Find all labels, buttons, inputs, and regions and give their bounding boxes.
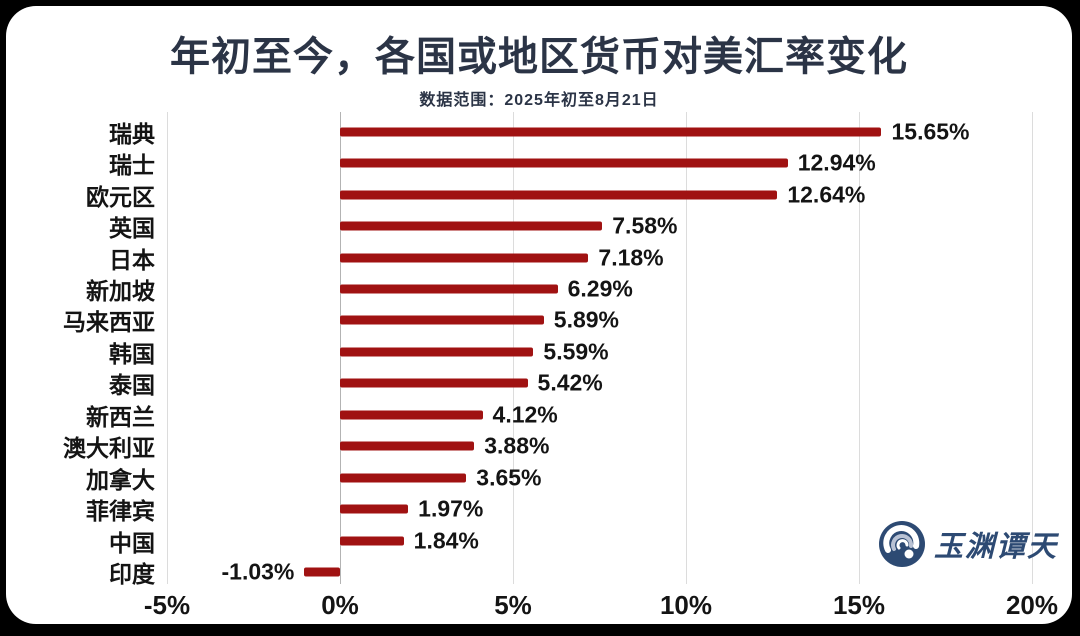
category-label: 印度: [109, 561, 155, 588]
bar: [340, 473, 467, 483]
value-label: 5.89%: [553, 306, 619, 333]
category-label: 英国: [109, 215, 155, 242]
bar-row: 印度 -1.03%: [109, 556, 1032, 587]
x-tick-label: 0%: [321, 590, 359, 620]
gridline: [686, 112, 687, 584]
watermark: 玉渊谭天: [878, 520, 1058, 568]
bar: [304, 567, 340, 577]
bar-row: 泰国 5.42%: [109, 368, 1032, 399]
yuyuantantian-logo-icon: [879, 521, 925, 567]
bar-row: 马来西亚 5.89%: [63, 305, 1032, 336]
category-label: 新西兰: [86, 403, 155, 430]
bar-row: 中国 1.84%: [109, 525, 1032, 556]
chart-subtitle: 数据范围：2025年初至8月21日: [419, 92, 659, 109]
bar: [340, 441, 475, 451]
x-tick-label: -5%: [143, 590, 191, 620]
category-label: 泰国: [109, 372, 155, 399]
category-label: 中国: [109, 529, 155, 556]
value-label: 1.97%: [418, 495, 484, 522]
page-title: 年初至今，各国或地区货币对美汇率变化: [170, 35, 908, 79]
gridline: [167, 112, 168, 584]
x-tick-label: 5%: [494, 590, 532, 620]
value-label: 3.65%: [476, 464, 542, 491]
bar-chart-plot-area: -5% 0% 5% 10% 15% 20% 瑞典 15.65% 瑞士 12.94% 欧元区 12.64…: [63, 112, 1058, 620]
value-label: 4.12%: [492, 401, 558, 428]
value-label: 7.58%: [612, 212, 678, 239]
value-label: 12.94%: [797, 149, 876, 176]
bar: [340, 347, 534, 357]
category-label: 日本: [109, 246, 155, 273]
value-label: 12.64%: [787, 181, 866, 208]
value-label: 1.84%: [413, 527, 479, 554]
category-label: 澳大利亚: [63, 435, 155, 462]
bar: [340, 221, 603, 231]
bar-row: 瑞士 12.94%: [109, 147, 1032, 179]
bar: [340, 410, 483, 420]
bar-row: 新加坡 6.29%: [86, 273, 1032, 304]
watermark-text: 玉渊谭天: [934, 531, 1059, 563]
value-label: 15.65%: [891, 118, 970, 145]
bar-row: 韩国 5.59%: [109, 336, 1032, 367]
bar-row: 瑞典 15.65%: [109, 116, 1032, 147]
gridline: [859, 112, 860, 584]
bar: [340, 190, 778, 200]
bar-row: 欧元区 12.64%: [86, 179, 1032, 210]
value-label: 5.42%: [537, 369, 603, 396]
bar-row: 加拿大 3.65%: [86, 462, 1032, 493]
category-label: 韩国: [109, 340, 155, 367]
value-label: 5.59%: [543, 338, 609, 365]
value-label: -1.03%: [221, 558, 295, 585]
category-label: 瑞士: [109, 152, 155, 179]
value-label: 6.29%: [567, 275, 633, 302]
x-tick-label: 15%: [832, 590, 886, 620]
bar: [340, 284, 558, 294]
gridline: [1032, 112, 1033, 584]
value-label: 7.18%: [598, 244, 664, 271]
bar-row: 新西兰 4.12%: [86, 399, 1032, 430]
bar-row: 日本 7.18%: [109, 242, 1032, 273]
bar: [340, 536, 404, 546]
category-label: 新加坡: [86, 277, 155, 304]
bar: [340, 158, 788, 168]
bar: [340, 253, 589, 263]
category-label: 欧元区: [86, 183, 155, 210]
category-label: 马来西亚: [63, 309, 155, 336]
category-label: 菲律宾: [86, 498, 155, 525]
bar: [340, 504, 409, 514]
category-label: 加拿大: [86, 466, 155, 493]
bar: [340, 315, 544, 325]
bar-row: 菲律宾 1.97%: [86, 493, 1032, 525]
bar-row: 澳大利亚 3.88%: [63, 431, 1032, 462]
chart-card: 年初至今，各国或地区货币对美汇率变化 数据范围：2025年初至8月21日 -5%…: [6, 6, 1072, 624]
x-tick-label: 20%: [1005, 590, 1059, 620]
bar-row: 英国 7.58%: [109, 210, 1032, 242]
bar: [340, 127, 882, 137]
x-tick-label: 10%: [659, 590, 713, 620]
category-label: 瑞典: [109, 120, 155, 147]
value-label: 3.88%: [484, 432, 550, 459]
bar: [340, 378, 528, 388]
